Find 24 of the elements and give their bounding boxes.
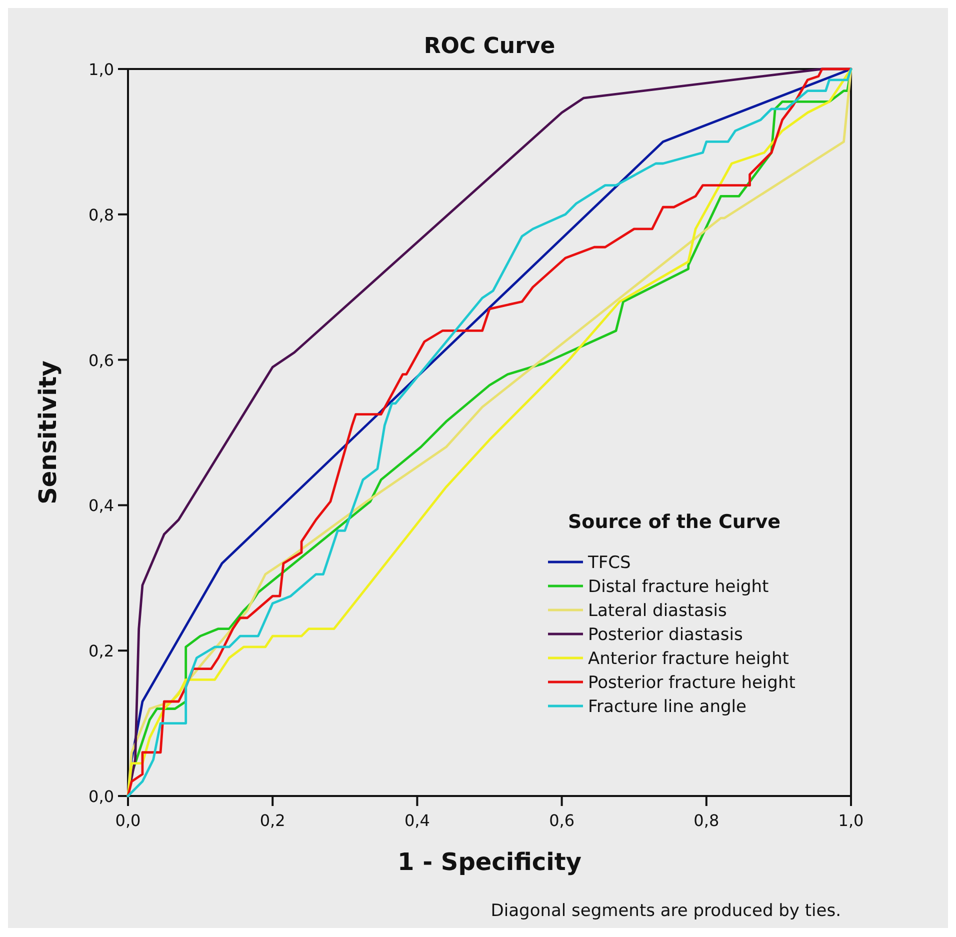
y-axis-title: Sensitivity	[34, 360, 62, 504]
legend-label: Lateral diastasis	[588, 601, 727, 621]
x-tick-label: 0,0	[115, 811, 141, 830]
y-tick-label: 1,0	[88, 60, 114, 79]
x-tick-label: 0,8	[694, 811, 720, 830]
x-tick-label: 0,6	[549, 811, 575, 830]
legend-label: Distal fracture height	[588, 577, 770, 597]
y-tick-label: 0,2	[88, 642, 114, 661]
x-axis-title: 1 - Specificity	[398, 848, 582, 876]
y-tick-label: 0,6	[88, 350, 114, 370]
y-tick-label: 0,8	[88, 205, 114, 224]
legend-label: TFCS	[587, 553, 631, 573]
chart-title: ROC Curve	[424, 34, 556, 59]
y-tick-label: 0,4	[88, 496, 114, 516]
x-tick-label: 0,4	[404, 811, 430, 830]
legend-title: Source of the Curve	[568, 511, 781, 533]
x-tick-label: 1,0	[838, 811, 864, 830]
legend-label: Anterior fracture height	[588, 649, 790, 669]
y-tick-label: 0,0	[88, 787, 114, 806]
x-tick-label: 0,2	[260, 811, 286, 830]
legend-label: Posterior diastasis	[588, 625, 743, 645]
legend-label: Fracture line angle	[588, 697, 746, 717]
text: Diagonal segments are produced by ties.	[490, 901, 841, 921]
legend-label: Posterior fracture height	[588, 673, 796, 693]
